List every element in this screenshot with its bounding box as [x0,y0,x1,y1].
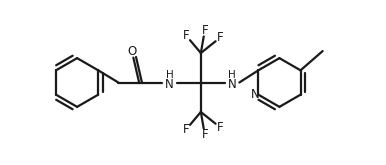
Text: H: H [229,70,236,80]
Text: F: F [217,121,224,134]
Text: F: F [183,123,189,136]
Text: F: F [201,24,208,37]
Text: O: O [127,45,137,58]
Text: N: N [165,78,174,91]
Text: F: F [217,31,224,44]
Text: N: N [251,88,259,101]
Text: N: N [228,78,237,91]
Text: F: F [201,128,208,141]
Text: F: F [183,29,189,42]
Text: H: H [166,70,173,80]
